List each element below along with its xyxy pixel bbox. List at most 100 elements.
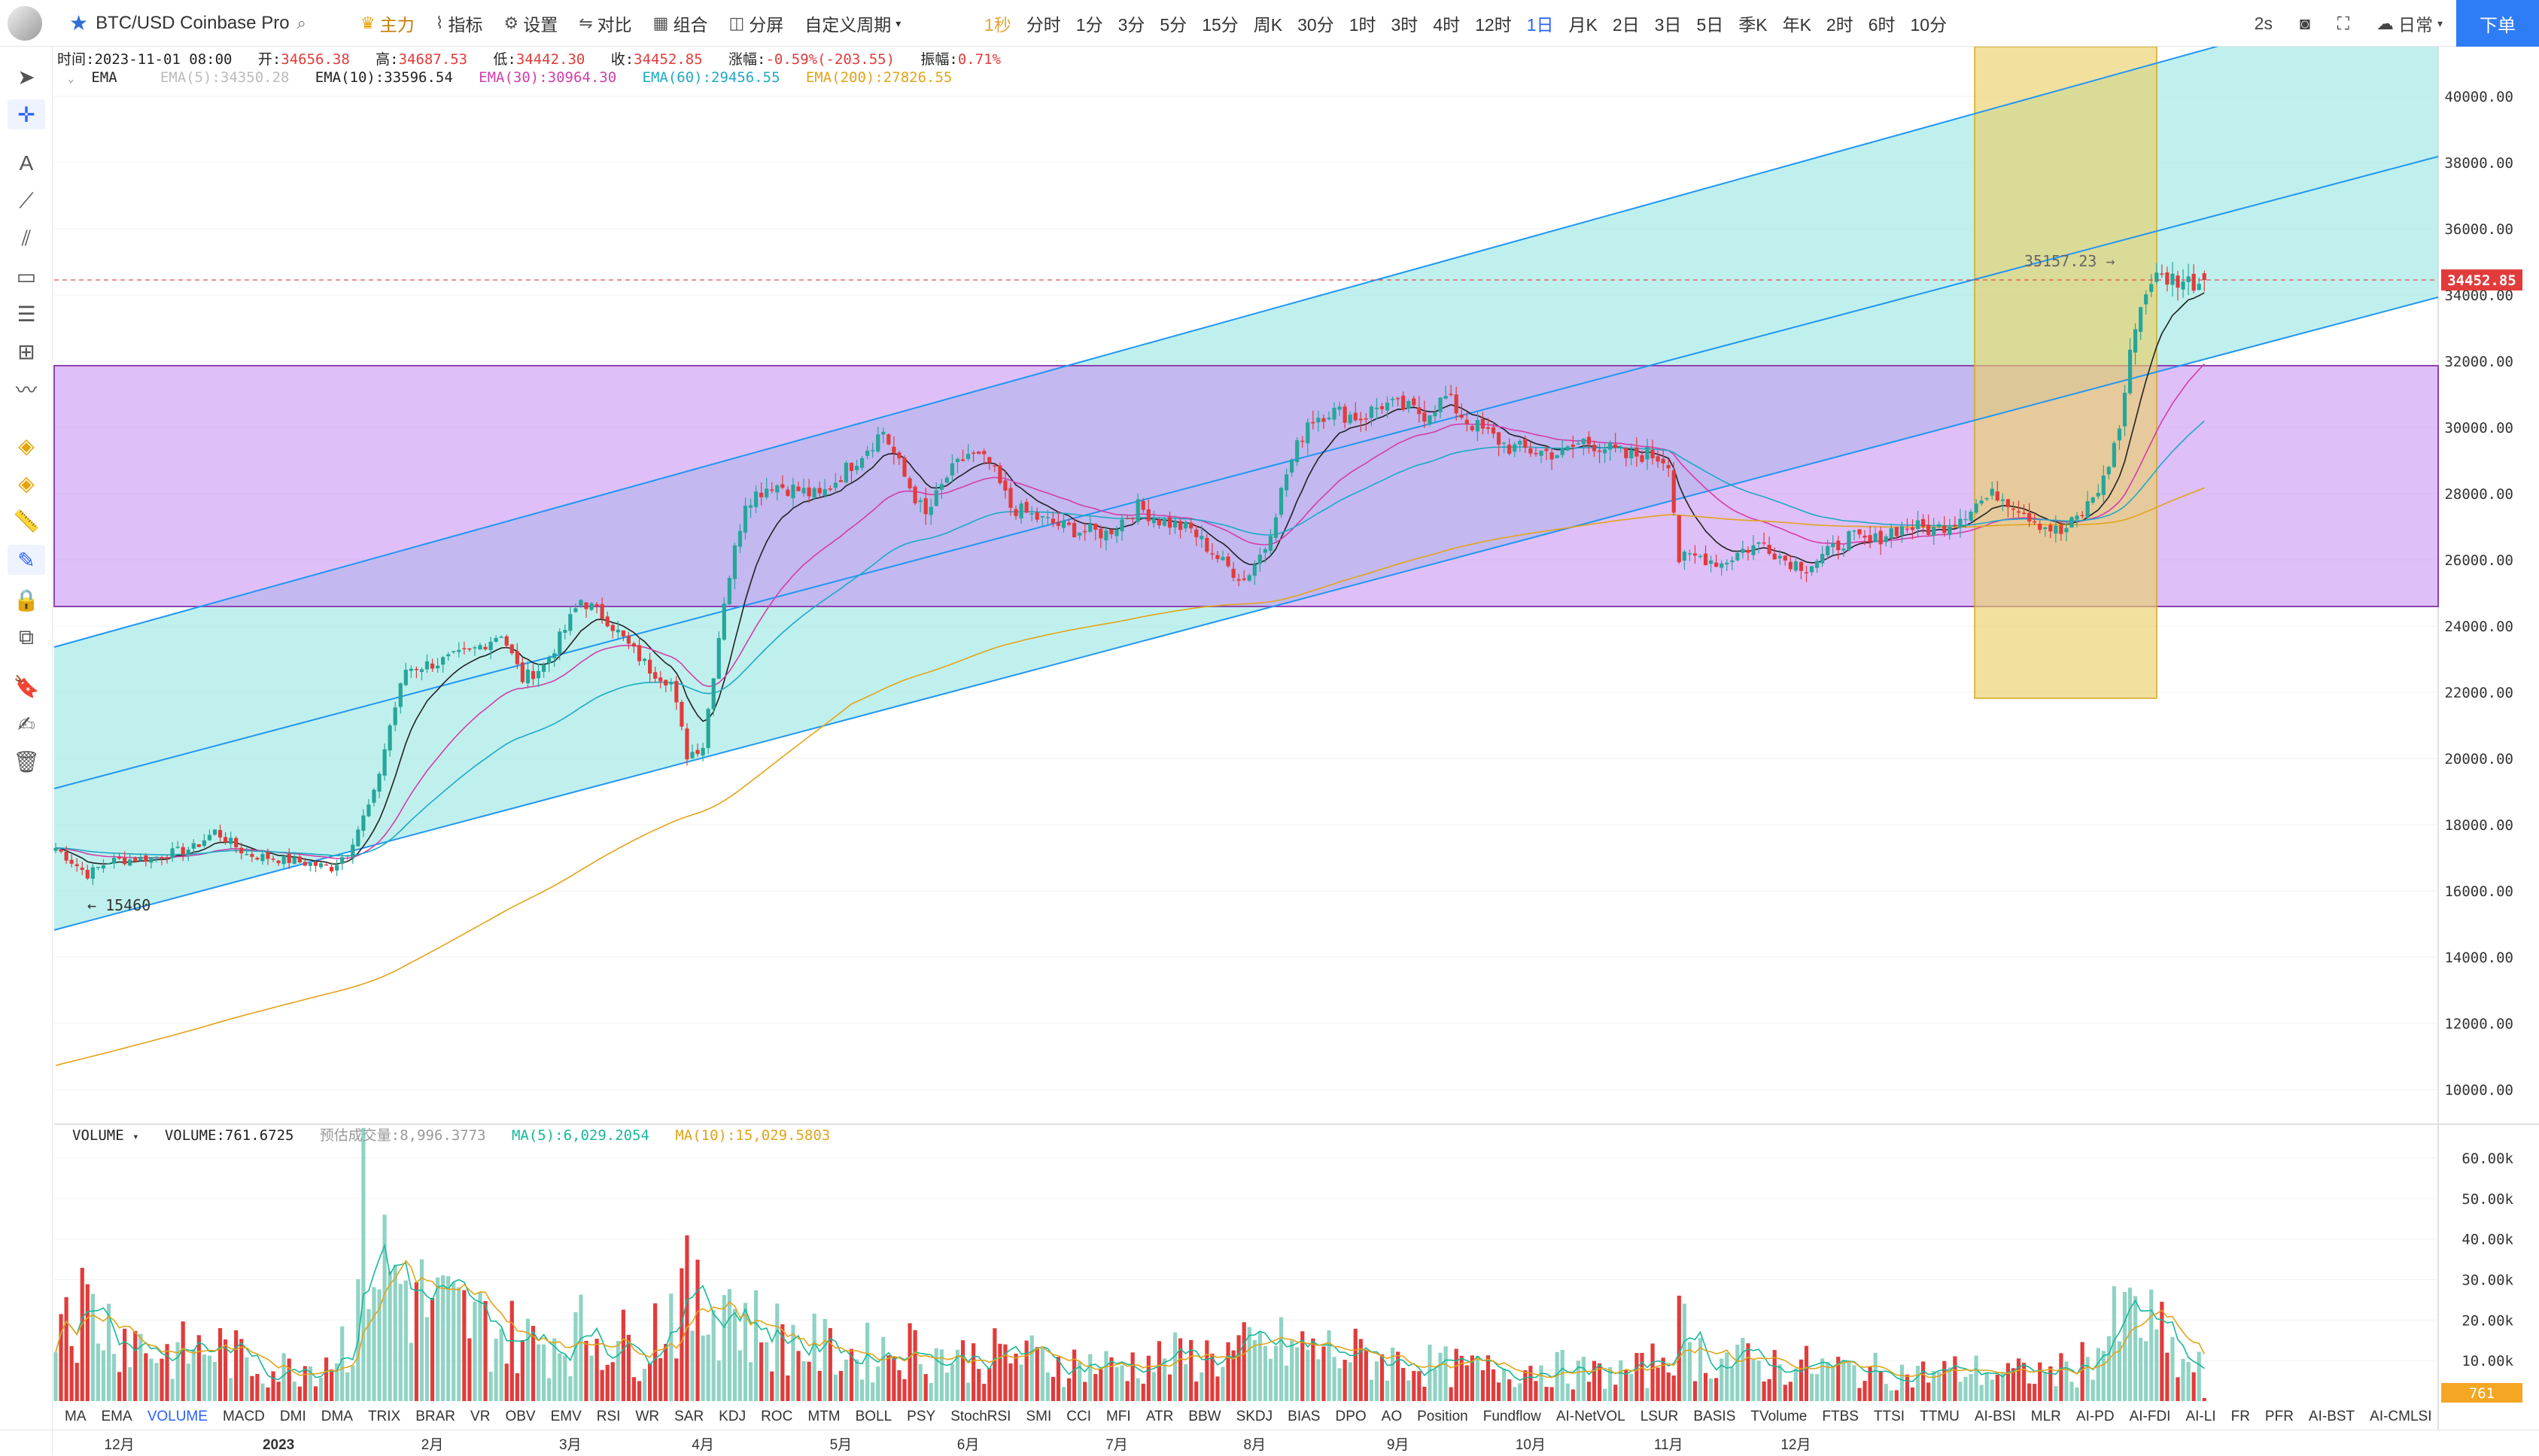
indicator-tab-40[interactable]: AI-PD	[2075, 1409, 2115, 1424]
indicator-tab-25[interactable]: SKDJ	[1236, 1409, 1273, 1424]
indicator-tab-28[interactable]: AO	[1381, 1409, 1403, 1424]
indicator-tab-30[interactable]: Fundflow	[1482, 1409, 1541, 1424]
indicator-tab-10[interactable]: EMV	[550, 1409, 582, 1424]
indicator-tab-39[interactable]: MLR	[2030, 1409, 2061, 1424]
symbol-selector[interactable]: ★ BTC/USD Coinbase Pro ⌕	[69, 11, 306, 35]
indicator-tab-45[interactable]: AI-BST	[2308, 1409, 2355, 1424]
toolbar-item-5[interactable]: ◫ 分屏	[718, 0, 794, 47]
indicator-tab-43[interactable]: FR	[2230, 1409, 2250, 1424]
interval-2[interactable]: 1分	[1075, 15, 1103, 35]
indicator-tab-42[interactable]: AI-LI	[2185, 1409, 2216, 1424]
indicator-tab-4[interactable]: DMI	[279, 1409, 306, 1424]
interval-8[interactable]: 1时	[1349, 15, 1376, 35]
volume-name[interactable]: VOLUME	[72, 1127, 124, 1144]
indicator-tab-24[interactable]: BBW	[1188, 1409, 1221, 1424]
indicator-tab-12[interactable]: WR	[635, 1409, 660, 1424]
interval-19[interactable]: 2时	[1826, 15, 1853, 35]
indicator-tab-18[interactable]: PSY	[907, 1409, 936, 1424]
wave-tool-icon[interactable]: 〰	[15, 378, 37, 402]
toolbar-item-1[interactable]: ⌇ 指标	[425, 0, 494, 47]
indicator-tab-22[interactable]: MFI	[1105, 1409, 1131, 1424]
interval-12[interactable]: 1日	[1526, 15, 1554, 35]
indicator-tab-7[interactable]: BRAR	[415, 1409, 456, 1424]
interval-3[interactable]: 3分	[1117, 15, 1145, 35]
interval-16[interactable]: 5日	[1696, 15, 1724, 35]
search-icon[interactable]: ⌕	[296, 13, 306, 32]
interval-21[interactable]: 10分	[1910, 15, 1948, 35]
toolbar-item-6[interactable]: 自定义周期 ▾	[794, 0, 911, 47]
theme-selector[interactable]: ☁ 日常 ▾	[2363, 11, 2456, 36]
interval-17[interactable]: 季K	[1738, 15, 1768, 35]
interval-5[interactable]: 15分	[1202, 15, 1239, 35]
favorite-star-icon[interactable]: ★	[69, 11, 89, 35]
order-button[interactable]: 下单	[2456, 0, 2539, 47]
indicator-tab-5[interactable]: DMA	[321, 1409, 353, 1424]
ema-name[interactable]: EMA	[91, 69, 117, 86]
interval-11[interactable]: 12时	[1475, 15, 1512, 35]
indicator-tab-11[interactable]: RSI	[596, 1409, 621, 1424]
indicator-tab-13[interactable]: SAR	[674, 1409, 704, 1424]
interval-4[interactable]: 5分	[1160, 15, 1187, 35]
indicator-tab-37[interactable]: TTMU	[1920, 1409, 1960, 1424]
indicator-tab-29[interactable]: Position	[1417, 1409, 1468, 1424]
interval-15[interactable]: 3日	[1654, 15, 1682, 35]
indicator-tab-35[interactable]: FTBS	[1822, 1409, 1859, 1424]
indicator-tab-14[interactable]: KDJ	[719, 1409, 746, 1424]
crosshair-icon[interactable]: ✛	[8, 99, 45, 129]
bookmark-icon[interactable]: 🔖	[13, 674, 40, 698]
fib-tool-icon[interactable]: ⫽	[21, 226, 32, 250]
cursor-arrow-icon[interactable]: ➤	[17, 65, 35, 89]
interval-0[interactable]: 1秒	[984, 15, 1011, 35]
indicator-tab-16[interactable]: MTM	[807, 1409, 841, 1424]
indicator-tab-44[interactable]: PFR	[2264, 1409, 2294, 1424]
interval-14[interactable]: 2日	[1612, 15, 1640, 35]
interval-7[interactable]: 30分	[1297, 15, 1334, 35]
indicator-tab-32[interactable]: LSUR	[1640, 1409, 1679, 1424]
indicator-tab-3[interactable]: MACD	[222, 1409, 265, 1424]
refresh-rate[interactable]: 2s	[2254, 13, 2273, 33]
trend-line-icon[interactable]: ⟋	[19, 188, 34, 212]
pattern-tool-2-icon[interactable]: ◈	[18, 471, 35, 495]
indicator-tab-23[interactable]: ATR	[1145, 1409, 1174, 1424]
indicator-tab-21[interactable]: CCI	[1066, 1409, 1091, 1424]
indicator-tab-20[interactable]: SMI	[1026, 1409, 1052, 1424]
indicator-tab-34[interactable]: TVolume	[1750, 1409, 1808, 1424]
indicator-tab-9[interactable]: OBV	[505, 1409, 536, 1424]
indicator-tab-8[interactable]: VR	[470, 1409, 491, 1424]
rectangle-tool-icon[interactable]: ▭	[16, 264, 37, 288]
brush-icon[interactable]: ✎	[8, 545, 45, 575]
horizontal-lines-icon[interactable]: ☰	[17, 302, 36, 326]
dropdown-icon[interactable]: ▾	[132, 1131, 139, 1143]
indicator-tab-19[interactable]: StochRSI	[950, 1409, 1011, 1424]
indicator-tab-38[interactable]: AI-BSI	[1974, 1409, 2016, 1424]
toolbar-item-0[interactable]: ♛ 主力	[350, 0, 425, 47]
camera-icon[interactable]: ◙	[2299, 13, 2310, 33]
toolbar-item-2[interactable]: ⚙ 设置	[493, 0, 568, 47]
text-tool-icon[interactable]: A	[19, 151, 34, 175]
toolbar-item-4[interactable]: ▦ 组合	[643, 0, 719, 47]
indicator-tab-41[interactable]: AI-FDI	[2129, 1409, 2171, 1424]
ruler-icon[interactable]: 📏	[13, 509, 40, 533]
interval-18[interactable]: 年K	[1782, 15, 1811, 35]
fullscreen-icon[interactable]: ⛶	[2337, 13, 2349, 33]
interval-13[interactable]: 月K	[1568, 15, 1598, 35]
edit-list-icon[interactable]: ✍	[17, 712, 35, 736]
indicator-tab-46[interactable]: AI-CMLSI	[2370, 1409, 2432, 1424]
collapse-chevron-icon[interactable]: ⌄	[68, 73, 74, 85]
indicator-tab-2[interactable]: VOLUME	[147, 1409, 208, 1424]
interval-1[interactable]: 分时	[1026, 15, 1061, 35]
indicator-tab-27[interactable]: DPO	[1335, 1409, 1367, 1424]
interval-6[interactable]: 周K	[1253, 15, 1283, 35]
indicator-tab-15[interactable]: ROC	[761, 1409, 793, 1424]
interval-20[interactable]: 6时	[1868, 15, 1896, 35]
indicator-tab-26[interactable]: BIAS	[1288, 1409, 1321, 1424]
pattern-tool-icon[interactable]: ◈	[18, 433, 35, 457]
interval-9[interactable]: 3时	[1391, 15, 1418, 35]
indicator-tab-1[interactable]: EMA	[101, 1409, 132, 1424]
indicator-tab-33[interactable]: BASIS	[1693, 1409, 1736, 1424]
indicator-tab-36[interactable]: TTSI	[1873, 1409, 1905, 1424]
grid-tool-icon[interactable]: ⊞	[17, 339, 35, 363]
indicator-tab-6[interactable]: TRIX	[367, 1409, 401, 1424]
indicator-tab-17[interactable]: BOLL	[855, 1409, 892, 1424]
